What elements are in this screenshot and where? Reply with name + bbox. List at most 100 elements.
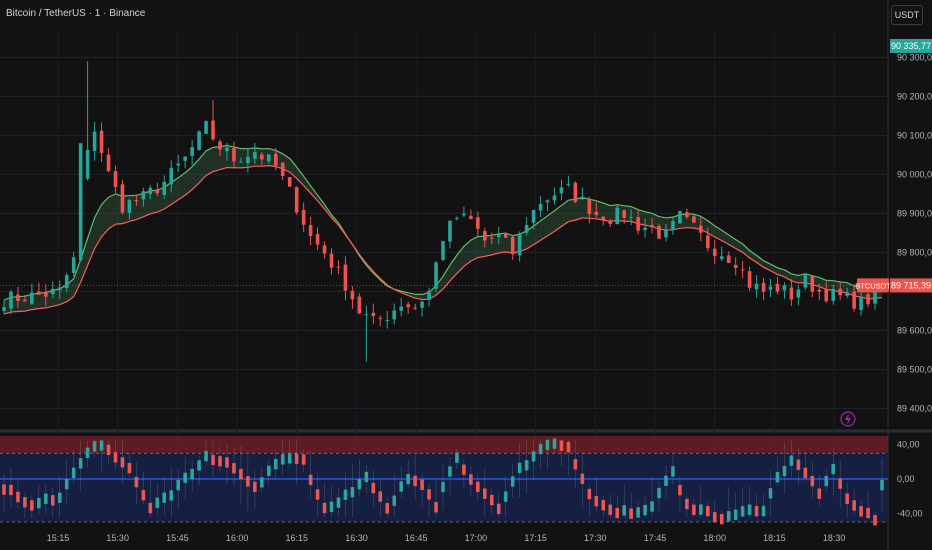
candle-body (364, 314, 369, 316)
time-tick-label-5: 16:30 (345, 533, 368, 543)
candle-body (608, 220, 613, 224)
chart-title: Bitcoin / TetherUS · 1 · Binance (6, 8, 146, 19)
candle-body (315, 234, 320, 245)
candle-body (566, 184, 571, 186)
candle-body (371, 312, 376, 317)
candle-body (301, 209, 306, 225)
candle-body (852, 291, 856, 309)
candle-body (587, 199, 592, 215)
price-tick-label-5: 89 800,00 (897, 247, 932, 257)
candle-body (413, 307, 417, 309)
candle-body (266, 154, 271, 162)
candle-body (643, 227, 647, 230)
candle-body (469, 215, 473, 220)
time-tick-label-12: 18:15 (763, 533, 786, 543)
price-tick-label-8: 89 400,00 (897, 403, 932, 413)
candle-body (434, 262, 438, 289)
candle-body (120, 184, 125, 213)
candle-body (239, 161, 243, 163)
candle-body (859, 296, 863, 311)
candle-body (671, 221, 675, 230)
candle-body (754, 283, 759, 290)
candle-body (838, 288, 842, 296)
symbol-label: BTCUSDT (855, 281, 891, 290)
candle-body (260, 154, 264, 160)
time-tick-label-13: 18:30 (823, 533, 846, 543)
candle-body (615, 207, 620, 224)
last-price-tag (890, 278, 932, 293)
osc-upper-band (0, 436, 888, 454)
symbol-tag (857, 278, 889, 293)
candle-body (573, 182, 578, 202)
candle-body (678, 211, 682, 224)
candle-body (232, 148, 236, 162)
candle-body (545, 200, 550, 203)
candle-body (204, 121, 208, 134)
candle-body (197, 131, 201, 150)
candle-body (580, 196, 585, 200)
candle-body (629, 217, 633, 219)
candle-body (782, 285, 787, 291)
candle-body (246, 156, 250, 164)
candle-body (712, 248, 717, 257)
candle-body (9, 291, 13, 309)
high-price-tag (890, 39, 932, 53)
currency-button[interactable]: USDT (891, 5, 923, 25)
candle-body (99, 130, 104, 153)
candle-body (845, 292, 849, 296)
candle-body (106, 154, 111, 172)
candle-body (594, 211, 599, 215)
candle-body (148, 187, 153, 194)
candle-body (817, 289, 822, 292)
candle-body (169, 167, 174, 185)
candle-body (803, 273, 808, 288)
candle-body (57, 287, 62, 291)
candle-body (385, 320, 390, 322)
candle-body (64, 275, 69, 289)
candle-body (225, 147, 229, 152)
candle-body (733, 264, 738, 268)
candle-body (134, 199, 139, 201)
candle-body (162, 181, 167, 195)
candle-body (294, 187, 299, 213)
lightning-bolt (845, 413, 851, 425)
time-tick-label-9: 17:30 (584, 533, 607, 543)
candle-body (253, 152, 257, 159)
candle-body (552, 195, 557, 201)
candle-body (23, 299, 27, 302)
candle-body (559, 187, 564, 194)
candle-body (16, 294, 20, 301)
price-tick-label-1: 90 200,00 (897, 91, 932, 101)
osc-bar (719, 514, 724, 525)
time-tick-label-8: 17:15 (524, 533, 547, 543)
osc-tick-label-2: -40,00 (897, 508, 923, 518)
candle-body (350, 290, 355, 300)
candle-body (517, 233, 522, 256)
candle-body (427, 290, 431, 300)
candle-body (441, 240, 445, 260)
candle-body (657, 225, 661, 239)
candle-body (685, 212, 689, 218)
candle-body (524, 225, 529, 233)
candle-body (483, 231, 487, 241)
osc-tick-label-0: 40,00 (897, 440, 920, 450)
candle-body (176, 163, 181, 166)
candle-body (622, 210, 626, 218)
candle-body (399, 306, 403, 311)
candle-body (392, 310, 397, 320)
candle-body (336, 266, 341, 268)
candle-body (740, 269, 745, 271)
candle-body (496, 233, 501, 238)
candle-body (601, 216, 606, 221)
candle-body (280, 162, 285, 176)
time-tick-label-1: 15:30 (106, 533, 129, 543)
candle-body (141, 191, 146, 200)
candle-body (831, 288, 836, 301)
candle-body (357, 296, 362, 314)
last-price-label: 89 715,39 (891, 280, 931, 290)
candle-body (789, 287, 794, 300)
time-tick-label-11: 18:00 (703, 533, 726, 543)
candle-body (273, 153, 278, 166)
price-tick-label-4: 89 900,00 (897, 208, 932, 218)
